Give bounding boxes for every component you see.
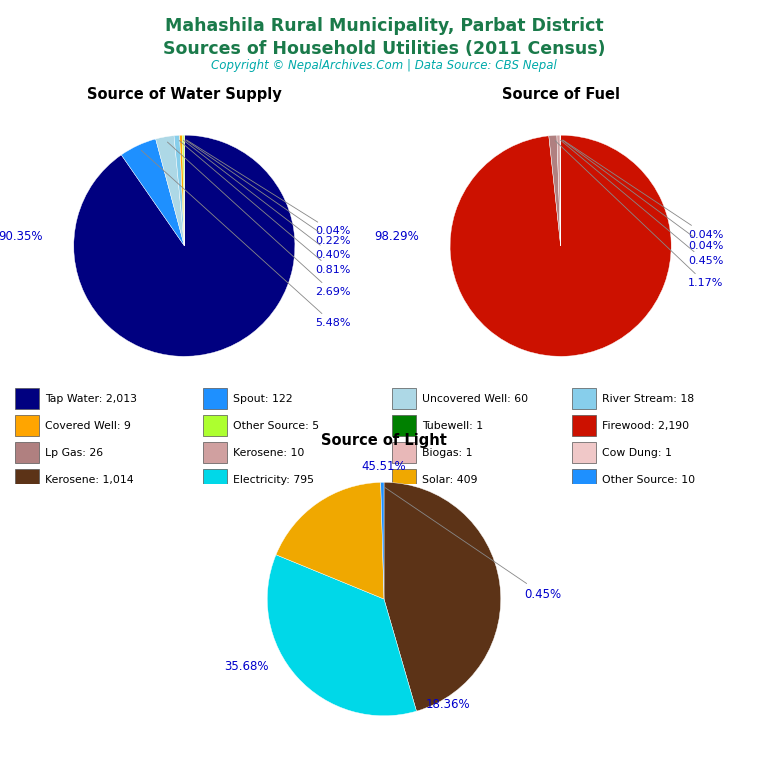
Text: Copyright © NepalArchives.Com | Data Source: CBS Nepal: Copyright © NepalArchives.Com | Data Sou… — [211, 59, 557, 72]
Wedge shape — [549, 135, 561, 246]
Text: River Stream: 18: River Stream: 18 — [602, 394, 694, 404]
Bar — [392, 389, 415, 409]
Text: Electricity: 795: Electricity: 795 — [233, 475, 314, 485]
Bar — [204, 469, 227, 490]
Text: Solar: 409: Solar: 409 — [422, 475, 477, 485]
Title: Source of Fuel: Source of Fuel — [502, 88, 620, 102]
Text: 0.04%: 0.04% — [187, 140, 350, 237]
Wedge shape — [174, 135, 184, 246]
Bar — [204, 389, 227, 409]
Text: 18.36%: 18.36% — [426, 697, 471, 710]
Text: Firewood: 2,190: Firewood: 2,190 — [602, 421, 690, 431]
Text: Mahashila Rural Municipality, Parbat District
Sources of Household Utilities (20: Mahashila Rural Municipality, Parbat Dis… — [163, 17, 605, 58]
Bar — [204, 442, 227, 463]
Title: Source of Light: Source of Light — [321, 433, 447, 448]
Text: 1.17%: 1.17% — [555, 141, 723, 288]
Bar — [572, 415, 596, 436]
Wedge shape — [384, 482, 501, 711]
Bar — [572, 442, 596, 463]
Text: 2.69%: 2.69% — [167, 142, 350, 297]
Text: Uncovered Well: 60: Uncovered Well: 60 — [422, 394, 528, 404]
Bar — [204, 415, 227, 436]
Text: Spout: 122: Spout: 122 — [233, 394, 293, 404]
Bar — [15, 415, 39, 436]
Text: Tap Water: 2,013: Tap Water: 2,013 — [45, 394, 137, 404]
Text: 0.45%: 0.45% — [561, 141, 723, 266]
Wedge shape — [381, 482, 384, 599]
Title: Source of Water Supply: Source of Water Supply — [87, 88, 282, 102]
Text: 0.04%: 0.04% — [563, 140, 723, 240]
Wedge shape — [180, 135, 184, 246]
Text: 0.40%: 0.40% — [184, 141, 350, 260]
Text: 98.29%: 98.29% — [374, 230, 419, 243]
Text: Other Source: 10: Other Source: 10 — [602, 475, 695, 485]
Text: 35.68%: 35.68% — [224, 660, 269, 674]
Wedge shape — [121, 139, 184, 246]
Bar — [572, 389, 596, 409]
Text: 0.04%: 0.04% — [562, 140, 723, 251]
Bar — [15, 469, 39, 490]
Bar — [15, 389, 39, 409]
Bar — [572, 469, 596, 490]
Bar — [392, 469, 415, 490]
Text: 90.35%: 90.35% — [0, 230, 43, 243]
Bar — [392, 415, 415, 436]
Text: Cow Dung: 1: Cow Dung: 1 — [602, 448, 672, 458]
Wedge shape — [267, 554, 416, 716]
Text: 0.45%: 0.45% — [385, 488, 561, 601]
Text: Other Source: 5: Other Source: 5 — [233, 421, 319, 431]
Text: 0.81%: 0.81% — [179, 141, 350, 275]
Text: Tubewell: 1: Tubewell: 1 — [422, 421, 483, 431]
Text: Lp Gas: 26: Lp Gas: 26 — [45, 448, 104, 458]
Wedge shape — [450, 135, 671, 356]
Text: Kerosene: 1,014: Kerosene: 1,014 — [45, 475, 134, 485]
Text: Covered Well: 9: Covered Well: 9 — [45, 421, 131, 431]
Text: 45.51%: 45.51% — [362, 460, 406, 473]
Bar — [15, 442, 39, 463]
Wedge shape — [74, 135, 295, 356]
Wedge shape — [276, 482, 384, 599]
Text: Biogas: 1: Biogas: 1 — [422, 448, 472, 458]
Text: Kerosene: 10: Kerosene: 10 — [233, 448, 305, 458]
Bar — [392, 442, 415, 463]
Text: 5.48%: 5.48% — [141, 151, 350, 328]
Text: 0.22%: 0.22% — [186, 140, 350, 247]
Wedge shape — [557, 135, 561, 246]
Wedge shape — [156, 136, 184, 246]
Wedge shape — [183, 135, 184, 246]
